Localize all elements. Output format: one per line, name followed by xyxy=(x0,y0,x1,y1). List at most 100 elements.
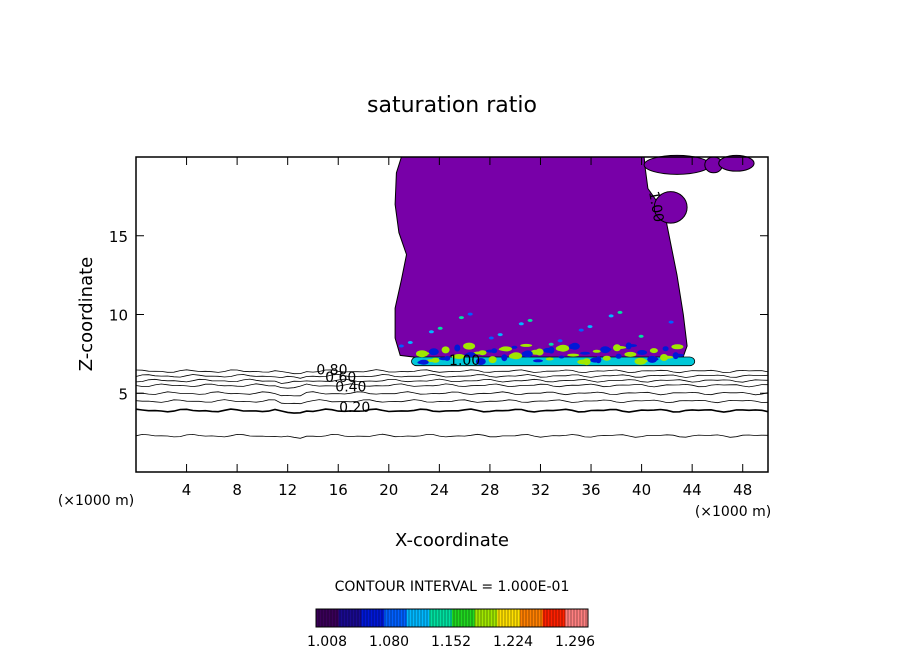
colorbar-swatch xyxy=(474,609,498,627)
supersaturation-patch xyxy=(668,320,674,324)
supersaturation-patch xyxy=(592,349,601,353)
cloud-patch xyxy=(718,154,755,172)
supersaturation-patch xyxy=(545,357,554,361)
colorbar-swatch xyxy=(316,609,340,627)
contour-line xyxy=(135,391,769,397)
supersaturation-patch xyxy=(520,343,533,347)
supersaturation-patch xyxy=(605,347,612,351)
supersaturation-patch xyxy=(608,314,614,318)
x-tick-label: 28 xyxy=(480,481,499,499)
colorbar xyxy=(315,608,589,628)
supersaturation-patch xyxy=(624,351,637,357)
chart-title: saturation ratio xyxy=(367,93,537,118)
x-tick-label: 24 xyxy=(430,481,449,499)
supersaturation-patch xyxy=(454,344,461,352)
colorbar-frame xyxy=(315,608,589,628)
supersaturation-patch xyxy=(639,359,648,363)
supersaturation-patch xyxy=(671,344,684,350)
colorbar-tick-labels: 1.008 1.080 1.152 1.224 1.296 xyxy=(307,634,595,650)
y-axis-label: Z-coordinate xyxy=(76,257,97,372)
x-axis-unit-right: (×1000 m) xyxy=(695,504,771,520)
supersaturation-patch xyxy=(615,353,622,359)
contour-label: 0.80 xyxy=(316,362,347,378)
colorbar-title: CONTOUR INTERVAL = 1.000E-01 xyxy=(335,579,570,595)
supersaturation-patch xyxy=(587,325,593,329)
cloud-patch xyxy=(643,154,711,175)
contour-line xyxy=(135,369,769,375)
colorbar-swatch xyxy=(497,609,521,627)
contour-line xyxy=(135,378,769,384)
supersaturation-patch xyxy=(614,346,627,349)
cloud-patch xyxy=(653,191,688,224)
supersaturation-patch xyxy=(398,344,404,348)
supersaturation-patch xyxy=(501,354,508,362)
x-tick-label: 44 xyxy=(683,481,702,499)
x-tick-label: 4 xyxy=(182,481,192,499)
supersaturation-patch xyxy=(661,355,674,359)
colorbar-tick-label: 1.008 xyxy=(307,634,347,650)
supersaturation-patch xyxy=(441,346,450,354)
supersaturation-patch xyxy=(557,339,563,343)
contour-line xyxy=(135,399,769,405)
supersaturation-patch xyxy=(500,346,512,352)
y-tick-label: 15 xyxy=(109,228,128,246)
supersaturation-patch xyxy=(595,356,602,364)
supersaturation-patch xyxy=(444,355,451,361)
x-tick-label: 8 xyxy=(232,481,242,499)
supersaturation-patch xyxy=(522,350,533,358)
supersaturation-patch xyxy=(567,353,580,357)
x-tick-label: 32 xyxy=(531,481,550,499)
colorbar-swatch xyxy=(384,609,408,627)
supersaturation-patch xyxy=(488,336,494,340)
supersaturation-patch xyxy=(580,351,590,355)
y-tick-label: 10 xyxy=(109,307,128,325)
contour-line xyxy=(135,373,769,379)
supersaturation-patch xyxy=(428,348,439,356)
supersaturation-patch xyxy=(453,354,465,359)
supersaturation-patch xyxy=(533,359,543,363)
supersaturation-patch xyxy=(627,344,637,348)
supersaturation-patch xyxy=(557,344,570,352)
contour-line xyxy=(135,408,769,414)
supersaturation-patch xyxy=(421,351,430,355)
supersaturation-patch xyxy=(674,353,684,357)
supersaturation-patch xyxy=(458,316,464,320)
x-tick-label: 36 xyxy=(581,481,600,499)
supersaturation-patch xyxy=(518,322,524,326)
supersaturation-patch xyxy=(437,326,443,330)
supersaturation-patch xyxy=(548,342,554,346)
supersaturation-patch xyxy=(582,358,591,366)
x-tick-label: 16 xyxy=(329,481,348,499)
contour-label: 0.20 xyxy=(339,400,370,416)
contour-line xyxy=(135,433,769,439)
x-axis-label: X-coordinate xyxy=(395,530,509,551)
supersaturation-patch xyxy=(431,357,440,363)
x-tick-label: 12 xyxy=(278,481,297,499)
supersaturation-patch xyxy=(558,355,565,359)
supersaturation-patch xyxy=(535,348,544,356)
colorbar-tick-label: 1.296 xyxy=(555,634,595,650)
supersaturation-patch xyxy=(510,352,523,360)
x-axis-unit-left: (×1000 m) xyxy=(58,493,134,509)
x-tick-label: 20 xyxy=(379,481,398,499)
supersaturation-patch xyxy=(491,348,498,354)
contour-label: 0.40 xyxy=(335,380,366,396)
supersaturation-patch xyxy=(467,312,473,316)
supersaturation-patch xyxy=(463,342,476,350)
supersaturation-patch xyxy=(569,342,580,350)
supersaturation-patch xyxy=(617,310,623,314)
colorbar-swatch xyxy=(542,609,566,627)
supersaturation-patch xyxy=(638,334,644,338)
colorbar-swatch xyxy=(429,609,453,627)
supersaturation-patch xyxy=(511,345,518,349)
supersaturation-patch xyxy=(488,356,497,364)
colorbar-swatch xyxy=(406,609,430,627)
contour-line xyxy=(135,383,769,389)
supersaturation-patch xyxy=(602,355,611,361)
y-tick-label: 5 xyxy=(118,385,128,403)
contour-label: 0.60 xyxy=(325,370,356,386)
colorbar-swatch xyxy=(338,609,362,627)
contour-label: 1.00 xyxy=(645,190,666,223)
x-axis-ticks: 4 8 12 16 20 24 28 32 36 40 44 48 xyxy=(182,157,752,499)
